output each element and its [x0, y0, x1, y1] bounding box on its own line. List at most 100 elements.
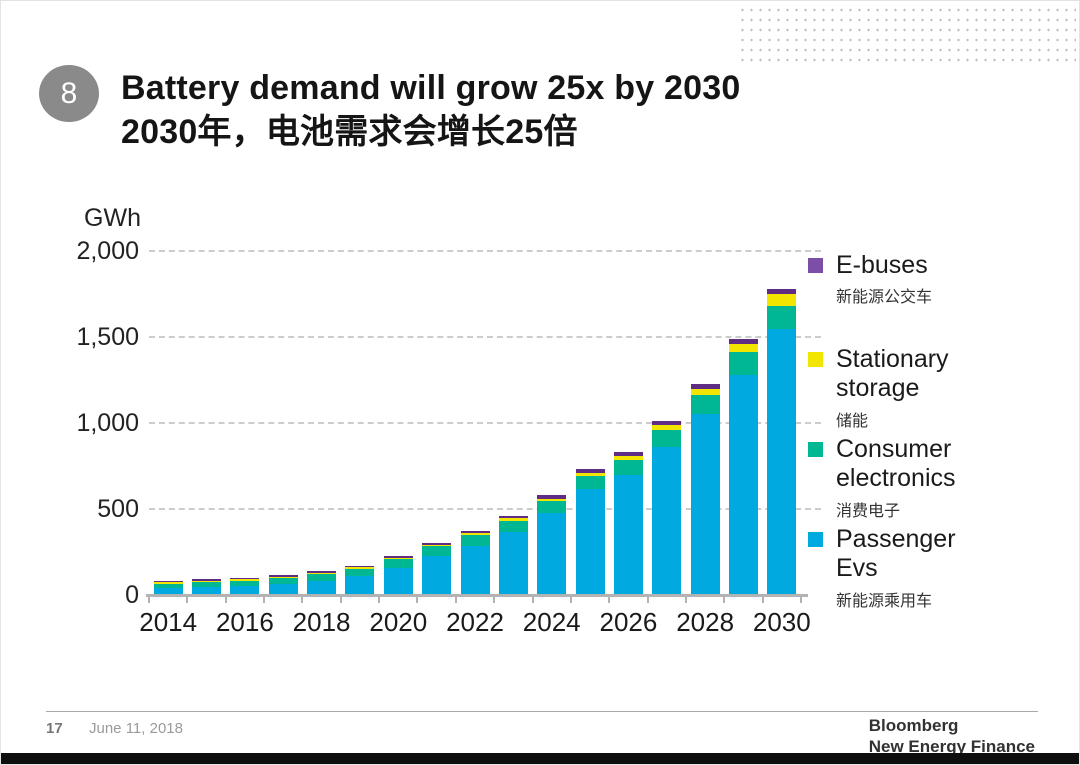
legend-item-consumer-electronics: Consumer electronics 消费电子 — [806, 435, 1076, 521]
x-axis-tick — [531, 597, 534, 603]
brand-line-2: New Energy Finance — [868, 737, 1035, 757]
segment-consumer-electronics — [345, 568, 375, 577]
x-axis-tick — [224, 597, 227, 603]
segment-e-buses — [652, 421, 682, 426]
segment-stationary-storage — [575, 472, 605, 477]
segment-consumer-electronics — [153, 583, 183, 589]
segment-passenger-evs — [613, 474, 643, 595]
segment-consumer-electronics — [613, 460, 643, 475]
segment-passenger-evs — [383, 568, 413, 595]
legend-text: E-buses 新能源公交车 — [836, 251, 1076, 307]
bar-2022 — [460, 531, 490, 595]
segment-passenger-evs — [498, 532, 528, 595]
legend-item-stationary-storage: Stationary storage 储能 — [806, 345, 1076, 431]
bar-2023 — [498, 515, 528, 595]
y-tick-label: 1,000 — [76, 409, 139, 437]
footer-date: June 11, 2018 — [89, 720, 183, 737]
x-axis-tick — [186, 597, 189, 603]
segment-e-buses — [460, 531, 490, 534]
x-tick-label-2018: 2018 — [292, 607, 351, 637]
segment-consumer-electronics — [767, 306, 797, 330]
x-tick-label-2026: 2026 — [599, 607, 658, 637]
dot-pattern-decoration — [738, 5, 1076, 67]
y-tick-label: 2,000 — [76, 237, 139, 265]
segment-passenger-evs — [192, 587, 222, 595]
bar-2024 — [537, 495, 567, 595]
x-tick-label-2024: 2024 — [522, 607, 581, 637]
bar-2020 — [383, 556, 413, 595]
legend-text: Stationary storage 储能 — [836, 345, 1076, 431]
bar-2026 — [613, 452, 643, 595]
segment-consumer-electronics — [460, 535, 490, 546]
segment-stationary-storage — [268, 576, 298, 579]
segment-e-buses — [192, 579, 222, 581]
segment-e-buses — [498, 515, 528, 519]
legend-label-chinese: 储能 — [836, 412, 869, 430]
legend-label-line: Consumer — [836, 435, 952, 463]
segment-e-buses — [422, 542, 452, 545]
segment-e-buses — [383, 556, 413, 558]
segment-passenger-evs — [652, 447, 682, 595]
segment-consumer-electronics — [537, 501, 567, 514]
gridline-2000 — [149, 250, 821, 252]
x-axis-tick — [454, 597, 457, 603]
segment-stationary-storage — [153, 582, 183, 584]
segment-e-buses — [307, 571, 337, 573]
legend-label-chinese: 新能源乘用车 — [836, 592, 933, 610]
x-axis-tick — [493, 597, 496, 603]
x-axis-tick — [263, 597, 266, 603]
segment-stationary-storage — [422, 544, 452, 547]
segment-stationary-storage — [652, 425, 682, 430]
segment-passenger-evs — [268, 584, 298, 595]
segment-stationary-storage — [498, 518, 528, 521]
legend-item-e-buses: E-buses 新能源公交车 — [806, 251, 1076, 307]
x-axis-tick — [569, 597, 572, 603]
bar-2029 — [728, 338, 758, 595]
segment-consumer-electronics — [728, 352, 758, 375]
x-tick-label-2014: 2014 — [139, 607, 198, 637]
segment-passenger-evs — [422, 556, 452, 595]
segment-passenger-evs — [345, 576, 375, 595]
legend-item-passenger-evs: Passenger Evs 新能源乘用车 — [806, 525, 1076, 611]
x-axis-tick — [800, 597, 802, 603]
segment-passenger-evs — [307, 581, 337, 595]
legend-text: Passenger Evs 新能源乘用车 — [836, 525, 1076, 611]
gridline-500 — [149, 508, 821, 510]
x-axis-tick — [148, 597, 150, 603]
slide-number: 8 — [60, 76, 78, 110]
legend-label-line: Evs — [836, 554, 878, 583]
slide-title: Battery demand will grow 25x by 2030 203… — [121, 67, 901, 154]
x-axis-tick — [684, 597, 687, 603]
legend-label-line: electronics — [836, 464, 956, 493]
segment-passenger-evs — [575, 489, 605, 595]
legend-text: Consumer electronics 消费电子 — [836, 435, 1076, 521]
x-axis-tick — [723, 597, 726, 603]
segment-stationary-storage — [728, 343, 758, 353]
bar-2030 — [767, 288, 797, 595]
bar-2016 — [230, 577, 260, 595]
legend-label-line: Passenger — [836, 525, 956, 553]
segment-stationary-storage — [537, 498, 567, 502]
segment-consumer-electronics — [652, 429, 682, 448]
segment-passenger-evs — [728, 374, 758, 595]
segment-consumer-electronics — [690, 394, 720, 415]
segment-e-buses — [230, 577, 260, 580]
slide-number-badge: 8 — [39, 65, 99, 122]
bottom-black-bar — [1, 753, 1079, 764]
segment-stationary-storage — [767, 294, 797, 307]
bar-2021 — [422, 542, 452, 595]
x-tick-label-2016: 2016 — [215, 607, 274, 637]
segment-e-buses — [575, 469, 605, 473]
segment-passenger-evs — [230, 586, 260, 595]
x-axis-tick — [378, 597, 381, 603]
y-tick-label: 1,500 — [76, 323, 139, 351]
bar-2015 — [192, 579, 222, 595]
legend-swatch — [808, 442, 823, 457]
x-axis-tick — [608, 597, 611, 603]
legend-swatch — [808, 352, 823, 367]
segment-stationary-storage — [307, 572, 337, 575]
legend-label-chinese: 消费电子 — [836, 502, 901, 520]
segment-e-buses — [268, 575, 298, 577]
segment-stationary-storage — [613, 456, 643, 460]
segment-passenger-evs — [767, 329, 797, 595]
